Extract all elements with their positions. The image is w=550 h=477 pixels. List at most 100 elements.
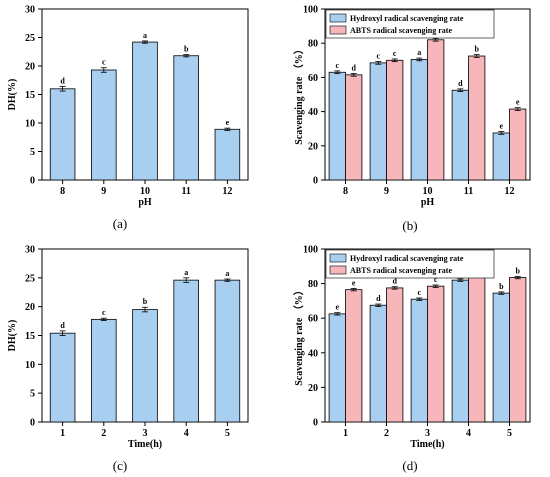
x-axis-label: pH (421, 197, 435, 208)
x-tick-label: 11 (464, 186, 473, 197)
y-tick-label: 20 (25, 302, 35, 313)
significance-label: b (474, 45, 479, 54)
y-tick-label: 80 (308, 279, 318, 290)
bar (214, 128, 241, 181)
significance-label: d (392, 277, 397, 286)
x-tick-label: 2 (101, 428, 106, 439)
y-axis-label: DH(%) (7, 79, 18, 111)
x-tick-label: 11 (181, 186, 190, 197)
x-tick-label: 4 (466, 428, 471, 439)
bar (509, 277, 527, 423)
y-tick-label: 5 (30, 147, 35, 158)
chart-panel-1: 0 5 10 15 20 25 30 d 8 c 9 a 10 b 11 e 12 pH DH(%) (a) (7, 5, 249, 231)
panel-caption: (a) (113, 216, 127, 231)
y-tick-label: 10 (25, 119, 35, 130)
y-tick-label: 20 (308, 383, 318, 394)
significance-label: c (336, 61, 340, 70)
y-axis-label: Scavenging rate （%） (292, 285, 305, 386)
y-tick-label: 0 (313, 176, 318, 187)
bar (173, 55, 199, 181)
significance-label: e (336, 303, 340, 312)
significance-label: b (515, 266, 520, 275)
x-tick-label: 1 (60, 428, 65, 439)
y-tick-label: 15 (25, 331, 35, 342)
bar (214, 279, 241, 423)
x-tick-label: 5 (225, 428, 230, 439)
bar (91, 69, 117, 181)
x-tick-label: 12 (505, 186, 515, 197)
significance-label: c (418, 288, 422, 297)
x-tick-label: 10 (140, 186, 150, 197)
y-tick-label: 60 (308, 73, 318, 84)
bar (509, 108, 527, 181)
significance-label: c (434, 275, 438, 284)
significance-label: c (102, 58, 106, 67)
panel-caption: (c) (113, 458, 127, 473)
bar (451, 89, 469, 181)
x-axis-label: Time(h) (410, 439, 444, 450)
legend-entry: ABTS radical scavenging rate (350, 26, 452, 35)
y-tick-label: 100 (303, 5, 318, 16)
chart-panel-2: 020406080100cd8cc9aa10db11ee12pHScavengi… (292, 5, 531, 233)
y-tick-label: 0 (30, 176, 35, 187)
x-axis-label: Time(h) (128, 439, 162, 450)
y-tick-label: 30 (25, 245, 35, 256)
x-tick-label: 12 (222, 186, 232, 197)
legend-entry: Hydroxyl radical scavenging rate (350, 14, 464, 23)
significance-label: b (184, 45, 189, 54)
y-tick-label: 25 (25, 273, 35, 284)
x-tick-label: 5 (507, 428, 512, 439)
bar (386, 59, 404, 181)
bar (427, 39, 445, 181)
bar (369, 304, 387, 423)
y-tick-label: 20 (25, 62, 35, 73)
x-tick-label: 8 (343, 186, 348, 197)
significance-label: e (226, 118, 230, 127)
significance-label: d (60, 77, 65, 86)
y-axis-label: DH(%) (7, 320, 18, 352)
significance-label: e (500, 122, 504, 131)
bar (410, 298, 428, 423)
bar (468, 274, 486, 423)
significance-label: c (393, 49, 397, 58)
y-tick-label: 40 (308, 348, 318, 359)
legend: Hydroxyl radical scavenging rate ABTS rad… (325, 9, 495, 39)
significance-label: d (458, 79, 463, 88)
significance-label: a (417, 48, 421, 57)
significance-label: e (352, 278, 356, 287)
x-tick-label: 9 (101, 186, 106, 197)
legend-box (325, 9, 495, 39)
x-tick-label: 3 (143, 428, 148, 439)
significance-label: c (377, 51, 381, 60)
legend-swatch (329, 13, 347, 23)
y-tick-label: 25 (25, 33, 35, 44)
bar (49, 88, 76, 181)
legend-swatch (329, 25, 347, 35)
x-tick-label: 9 (384, 186, 389, 197)
x-tick-label: 8 (60, 186, 65, 197)
bar (427, 285, 445, 423)
y-tick-label: 20 (308, 141, 318, 152)
y-tick-label: 40 (308, 107, 318, 118)
y-tick-label: 15 (25, 90, 35, 101)
panel-caption: (b) (402, 218, 417, 233)
legend-swatch (329, 253, 347, 263)
significance-label: a (143, 31, 147, 40)
x-tick-label: 1 (343, 428, 348, 439)
bar (345, 289, 363, 423)
y-tick-label: 10 (25, 360, 35, 371)
significance-label: d (60, 321, 65, 330)
significance-label: e (516, 98, 520, 107)
bar (492, 292, 510, 423)
bar (328, 71, 346, 181)
bar (91, 318, 117, 423)
bar (386, 287, 404, 423)
y-tick-label: 80 (308, 39, 318, 50)
x-tick-label: 4 (184, 428, 189, 439)
y-tick-label: 60 (308, 314, 318, 325)
bar (451, 279, 469, 423)
y-tick-label: 5 (30, 389, 35, 400)
significance-label: b (143, 297, 148, 306)
significance-label: a (184, 268, 188, 277)
